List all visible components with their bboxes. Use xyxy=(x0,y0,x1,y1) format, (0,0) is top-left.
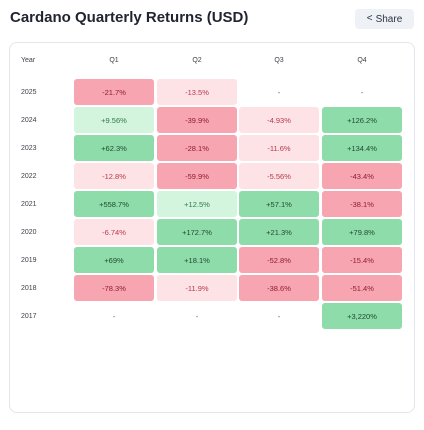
return-cell: -13.5% xyxy=(157,79,237,105)
column-header-q4: Q4 xyxy=(357,56,367,64)
page-title: Cardano Quarterly Returns (USD) xyxy=(10,9,249,26)
year-label: 2020 xyxy=(21,228,37,236)
table-row: 2020 -6.74% +172.7% +21.3% +79.8% xyxy=(10,219,414,247)
return-cell: -38.6% xyxy=(239,275,319,301)
return-cell: -21.7% xyxy=(74,79,154,105)
table-row: 2018 -78.3% -11.9% -38.6% -51.4% xyxy=(10,275,414,303)
table-row: 2022 -12.8% -59.9% -5.56% -43.4% xyxy=(10,163,414,191)
return-cell: -5.56% xyxy=(239,163,319,189)
return-cell: -6.74% xyxy=(74,219,154,245)
table-row: 2017 - - - +3,220% xyxy=(10,303,414,331)
year-label: 2024 xyxy=(21,116,37,124)
return-cell: - xyxy=(277,87,281,97)
year-label: 2022 xyxy=(21,172,37,180)
return-cell: -39.9% xyxy=(157,107,237,133)
return-cell: - xyxy=(112,311,116,321)
return-cell: -59.9% xyxy=(157,163,237,189)
return-cell: -15.4% xyxy=(322,247,402,273)
return-cell: +12.5% xyxy=(157,191,237,217)
return-cell: -12.8% xyxy=(74,163,154,189)
return-cell: +3,220% xyxy=(322,303,402,329)
column-header-q1: Q1 xyxy=(109,56,119,64)
year-label: 2019 xyxy=(21,256,37,264)
return-cell: -43.4% xyxy=(322,163,402,189)
table-row: 2025 -21.7% -13.5% - - xyxy=(10,79,414,107)
return-cell: +172.7% xyxy=(157,219,237,245)
return-cell: -11.9% xyxy=(157,275,237,301)
return-cell: -4.93% xyxy=(239,107,319,133)
return-cell: -38.1% xyxy=(322,191,402,217)
column-header-q2: Q2 xyxy=(192,56,202,64)
return-cell: -11.6% xyxy=(239,135,319,161)
table-row: 2024 +9.56% -39.9% -4.93% +126.2% xyxy=(10,107,414,135)
return-cell: - xyxy=(195,311,199,321)
return-cell: - xyxy=(360,87,364,97)
year-label: 2017 xyxy=(21,312,37,320)
column-header-year: Year xyxy=(21,56,36,64)
return-cell: +558.7% xyxy=(74,191,154,217)
return-cell: +69% xyxy=(74,247,154,273)
table-row: 2019 +69% +18.1% -52.8% -15.4% xyxy=(10,247,414,275)
header: Cardano Quarterly Returns (USD) < Share xyxy=(0,0,424,40)
return-cell: +62.3% xyxy=(74,135,154,161)
share-icon: < xyxy=(366,13,373,24)
return-cell: -78.3% xyxy=(74,275,154,301)
return-cell: +9.56% xyxy=(74,107,154,133)
return-cell: +18.1% xyxy=(157,247,237,273)
table-header-row: Year Q1 Q2 Q3 Q4 xyxy=(10,47,414,75)
returns-table: Year Q1 Q2 Q3 Q4 2025 -21.7% -13.5% - - 2024 +… xyxy=(9,42,415,413)
year-label: 2025 xyxy=(21,88,37,96)
column-header-q3: Q3 xyxy=(274,56,284,64)
return-cell: +79.8% xyxy=(322,219,402,245)
year-label: 2018 xyxy=(21,284,37,292)
return-cell: +126.2% xyxy=(322,107,402,133)
year-label: 2023 xyxy=(21,144,37,152)
return-cell: - xyxy=(277,311,281,321)
return-cell: +134.4% xyxy=(322,135,402,161)
share-button-label: Share xyxy=(375,13,403,25)
share-button[interactable]: < Share xyxy=(355,9,414,29)
return-cell: -28.1% xyxy=(157,135,237,161)
table-row: 2021 +558.7% +12.5% +57.1% -38.1% xyxy=(10,191,414,219)
return-cell: -52.8% xyxy=(239,247,319,273)
return-cell: +57.1% xyxy=(239,191,319,217)
return-cell: +21.3% xyxy=(239,219,319,245)
year-label: 2021 xyxy=(21,200,37,208)
return-cell: -51.4% xyxy=(322,275,402,301)
table-row: 2023 +62.3% -28.1% -11.6% +134.4% xyxy=(10,135,414,163)
